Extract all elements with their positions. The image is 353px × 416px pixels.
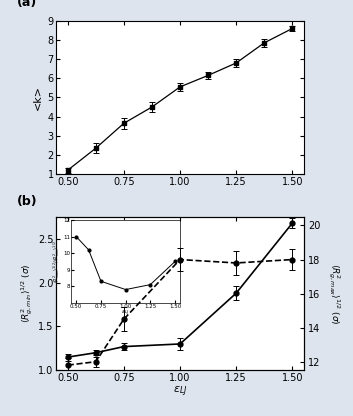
Y-axis label: <k>: <k>: [33, 85, 43, 110]
X-axis label: $\varepsilon_{LJ}$: $\varepsilon_{LJ}$: [173, 384, 187, 399]
Y-axis label: $\langle R^2_{g,min} \rangle^{1/2}$ ($\sigma$): $\langle R^2_{g,min} \rangle^{1/2}$ ($\s…: [20, 264, 35, 323]
Text: (a): (a): [17, 0, 37, 9]
Text: (b): (b): [17, 195, 37, 208]
Y-axis label: $\langle R^2_{g,max} \rangle^{1/2}$ ($\sigma$): $\langle R^2_{g,max} \rangle^{1/2}$ ($\s…: [327, 263, 342, 324]
